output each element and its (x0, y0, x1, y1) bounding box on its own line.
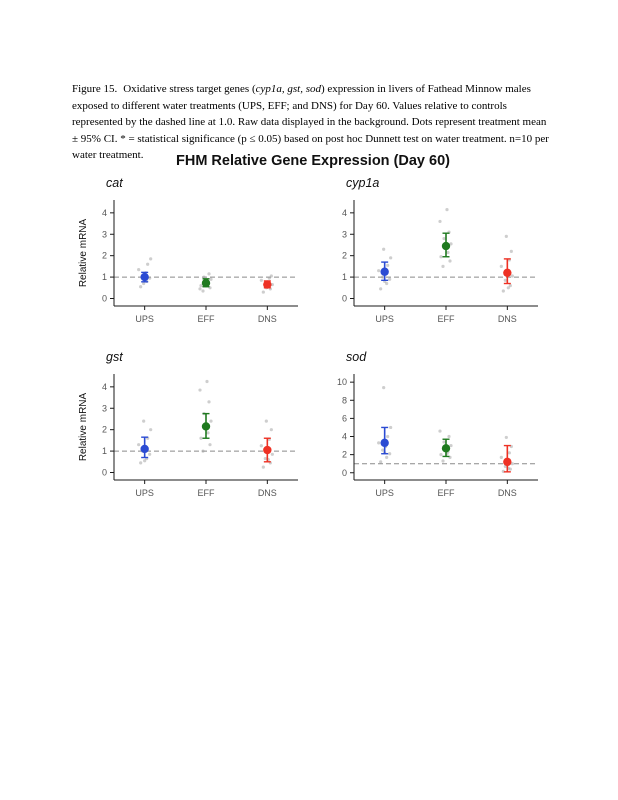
svg-text:Relative mRNA: Relative mRNA (78, 219, 89, 288)
svg-text:2: 2 (102, 251, 107, 261)
caption-text-pre: Oxidative stress target genes ( (123, 83, 256, 95)
panel-gst: gst 0 1 2 3 4 UPS EFF DNS Relative mRNA (76, 350, 312, 508)
svg-text:0: 0 (342, 468, 347, 478)
figure-panels: cat 0 1 2 3 4 UPS EFF DNS Relative mRNA cyp1a 0 1… (76, 176, 554, 508)
svg-text:3: 3 (342, 229, 347, 239)
panel-gst-chart: 0 1 2 3 4 UPS EFF DNS Relative mRNA (78, 374, 298, 498)
svg-text:4: 4 (102, 382, 107, 392)
svg-text:0: 0 (342, 294, 347, 304)
svg-text:DNS: DNS (258, 314, 277, 324)
svg-text:EFF: EFF (438, 488, 456, 498)
panel-cat-chart: 0 1 2 3 4 UPS EFF DNS Relative mRNA (78, 200, 298, 324)
panel-cyp1a-chart: 0 1 2 3 4 UPS EFF DNS (342, 200, 538, 324)
svg-text:EFF: EFF (198, 488, 216, 498)
svg-text:6: 6 (342, 413, 347, 423)
svg-text:Relative mRNA: Relative mRNA (78, 393, 89, 462)
svg-text:10: 10 (337, 377, 347, 387)
figure-title: FHM Relative Gene Expression (Day 60) (176, 153, 450, 169)
svg-text:4: 4 (342, 432, 347, 442)
svg-text:UPS: UPS (375, 488, 394, 498)
panel-cat: cat 0 1 2 3 4 UPS EFF DNS Relative mRNA (76, 176, 312, 334)
svg-text:3: 3 (102, 403, 107, 413)
panel-sod-chart: 0 2 4 6 8 10 UPS EFF DNS (337, 374, 538, 498)
svg-text:UPS: UPS (135, 314, 154, 324)
svg-text:2: 2 (342, 251, 347, 261)
svg-text:UPS: UPS (375, 314, 394, 324)
panel-cat-title: cat (106, 176, 123, 190)
svg-text:4: 4 (342, 208, 347, 218)
svg-text:DNS: DNS (258, 488, 277, 498)
svg-text:UPS: UPS (135, 488, 154, 498)
svg-text:0: 0 (102, 294, 107, 304)
panel-cyp1a: cyp1a 0 1 2 3 4 UPS EFF DNS (316, 176, 552, 334)
svg-text:4: 4 (102, 208, 107, 218)
caption-text-post: ) expression in livers of Fathead Minnow… (72, 83, 549, 161)
svg-text:1: 1 (102, 272, 107, 282)
panel-sod-title: sod (346, 350, 367, 364)
caption-gene-names: cyp1a, gst, sod (255, 83, 321, 95)
svg-text:8: 8 (342, 395, 347, 405)
svg-text:2: 2 (342, 450, 347, 460)
svg-text:1: 1 (102, 446, 107, 456)
panel-cyp1a-title: cyp1a (346, 176, 380, 190)
svg-text:2: 2 (102, 425, 107, 435)
svg-text:DNS: DNS (498, 488, 517, 498)
svg-text:3: 3 (102, 229, 107, 239)
panel-sod: sod 0 2 4 6 8 10 UPS EFF DNS (316, 350, 552, 508)
svg-text:1: 1 (342, 272, 347, 282)
svg-text:EFF: EFF (198, 314, 216, 324)
svg-text:EFF: EFF (438, 314, 456, 324)
svg-text:DNS: DNS (498, 314, 517, 324)
panel-gst-title: gst (106, 350, 123, 364)
figure-label: Figure 15. (72, 83, 118, 95)
figure-caption: Figure 15. Oxidative stress target genes … (72, 81, 550, 164)
svg-text:0: 0 (102, 468, 107, 478)
